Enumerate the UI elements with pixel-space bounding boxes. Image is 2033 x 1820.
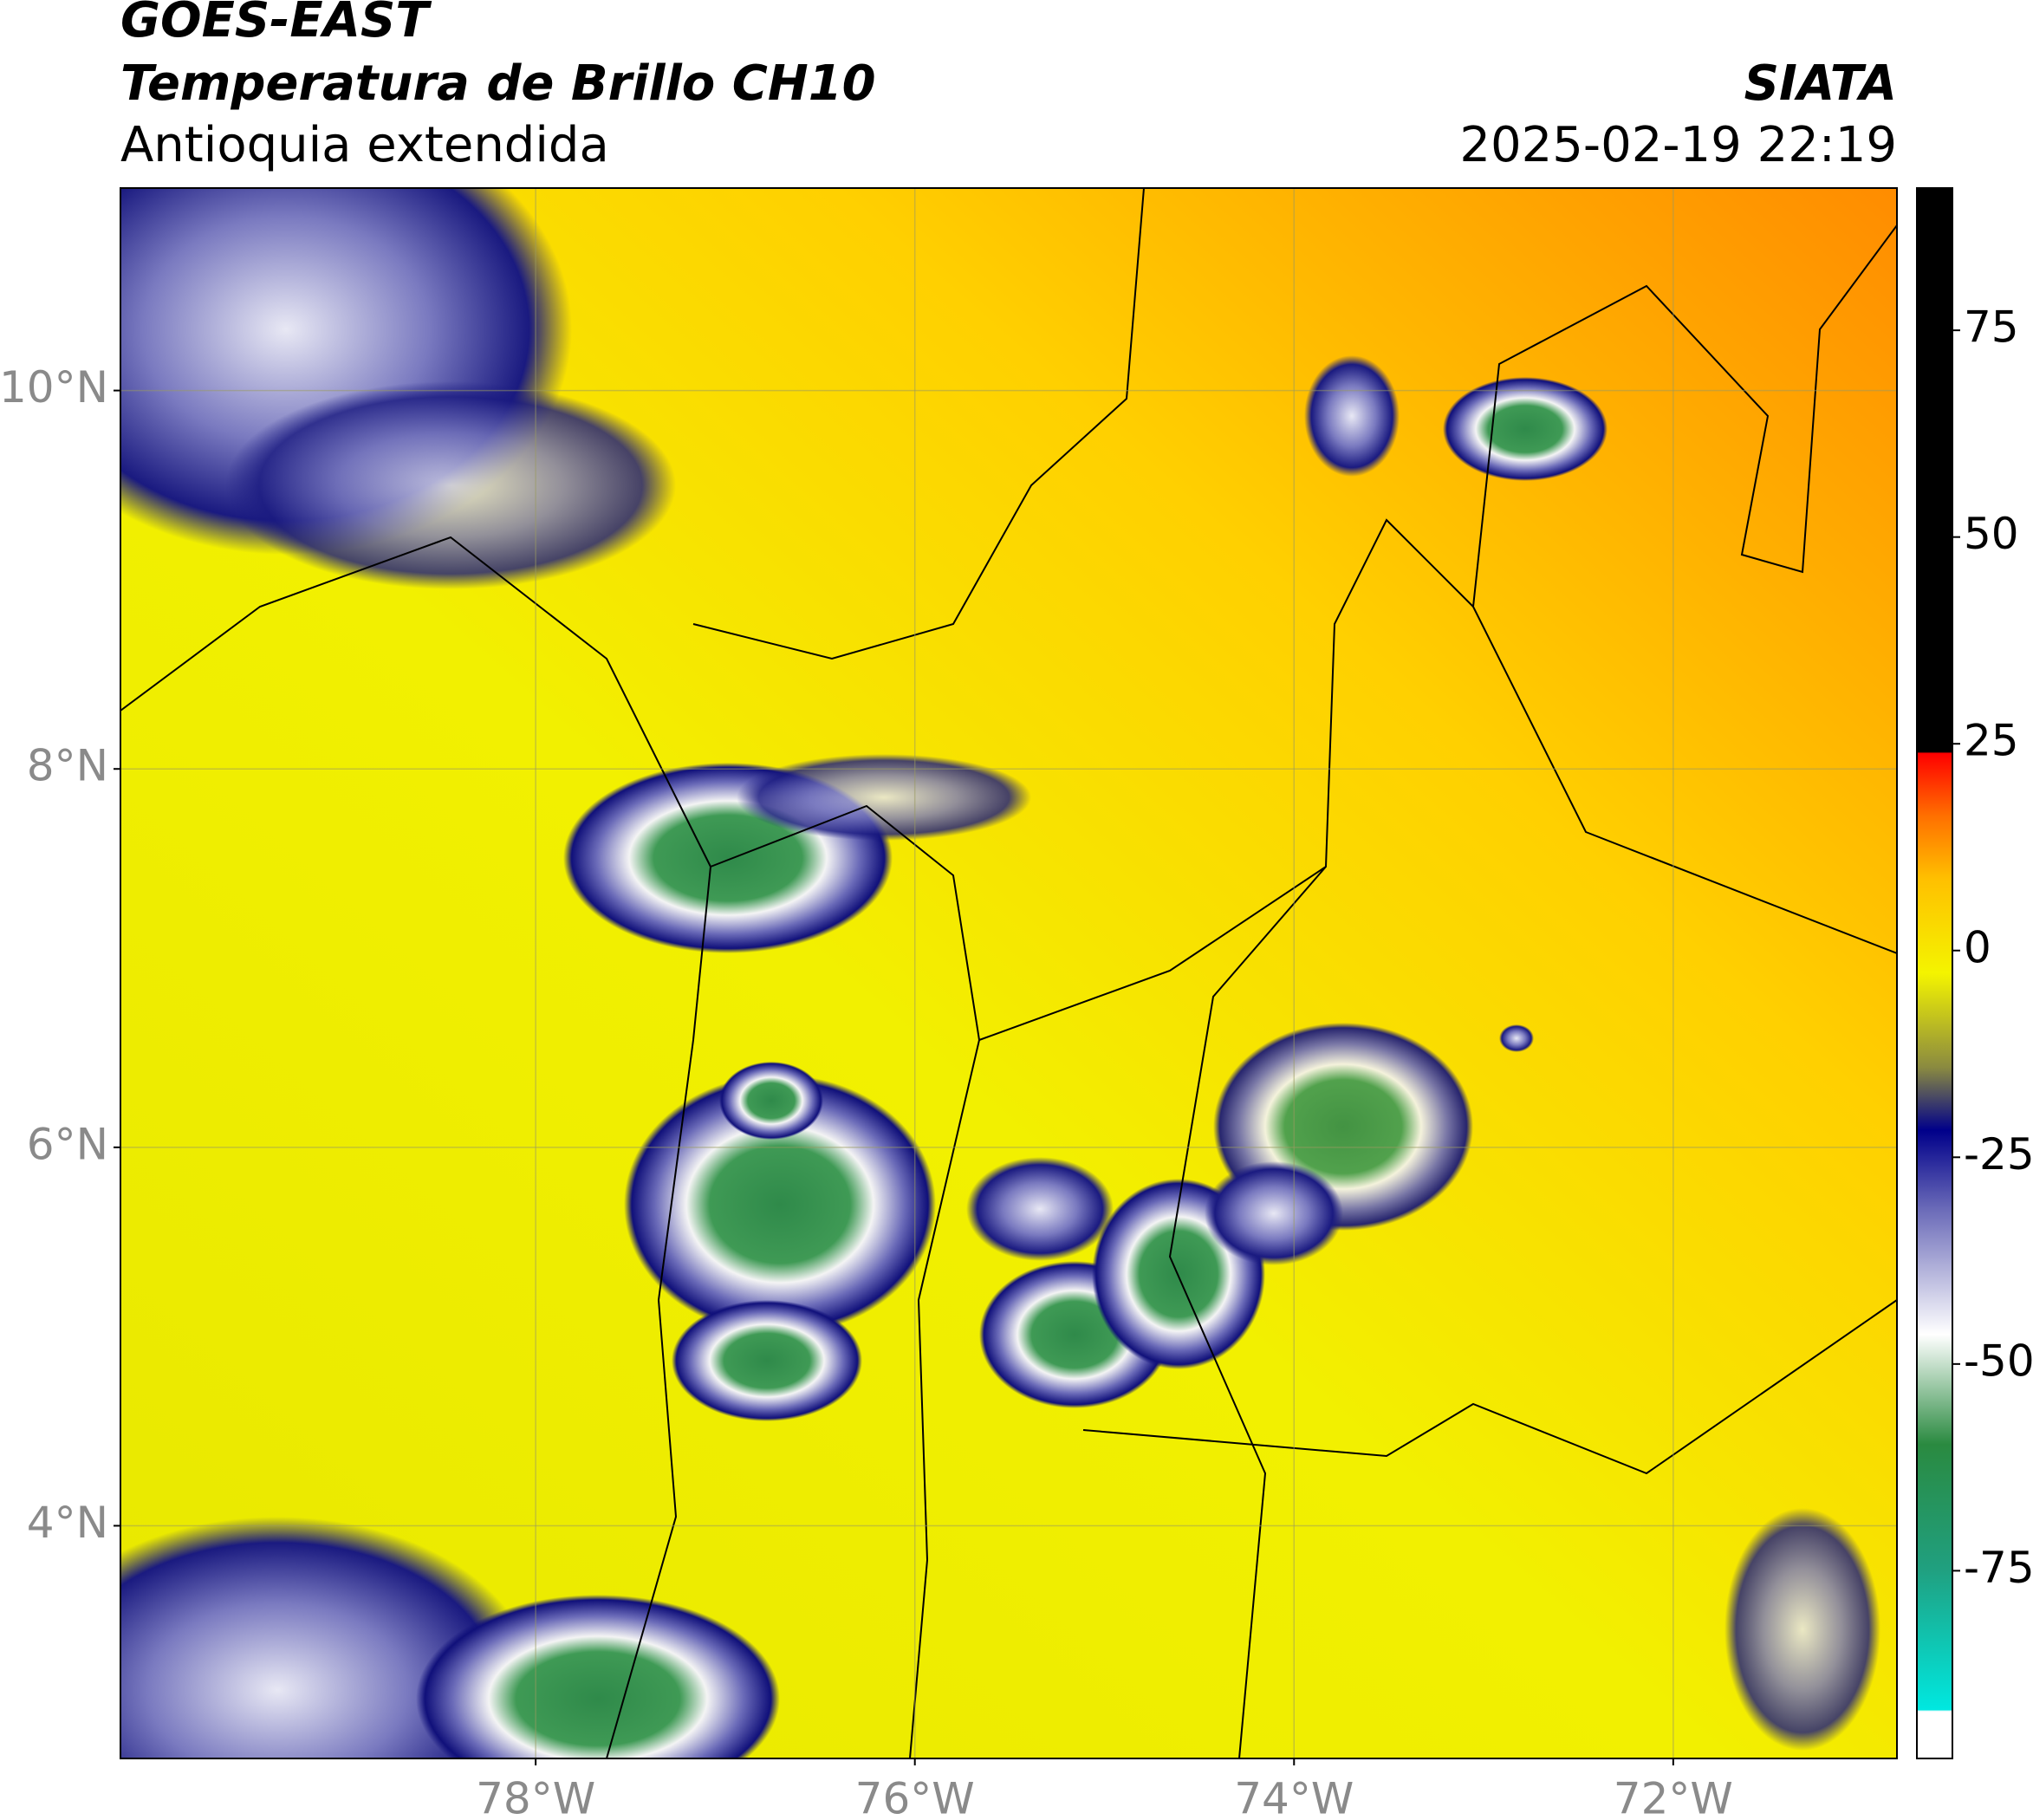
colorbar-tick-label: 75 xyxy=(1964,302,2019,353)
datetime: 2025-02-19 22:19 xyxy=(1459,117,1897,173)
title: GOES-EAST xyxy=(120,0,432,49)
colorbar-tick-label: -50 xyxy=(1964,1336,2033,1386)
colorbar xyxy=(1916,187,1953,1759)
x-tick-label: 76°W xyxy=(855,1774,975,1820)
map-frame xyxy=(120,187,1898,1759)
colorbar-tick-label: -25 xyxy=(1964,1129,2033,1180)
subtitle: Temperatura de Brillo CH10 xyxy=(120,55,876,112)
grid xyxy=(120,188,1897,1758)
x-tick-label: 78°W xyxy=(476,1774,595,1820)
source: SIATA xyxy=(1744,55,1897,112)
y-tick-label: 6°N xyxy=(27,1119,108,1169)
y-tick-label: 8°N xyxy=(27,741,108,791)
colorbar-tick-label: -75 xyxy=(1964,1543,2033,1593)
colorbar-tick-label: 50 xyxy=(1964,509,2019,559)
x-tick-label: 74°W xyxy=(1234,1774,1354,1820)
y-tick-label: 4°N xyxy=(27,1498,108,1548)
region: Antioquia extendida xyxy=(120,117,609,173)
y-tick-label: 10°N xyxy=(0,362,108,413)
colorbar-tick-label: 25 xyxy=(1964,716,2019,766)
colorbar-tick-label: 0 xyxy=(1964,922,1991,972)
x-tick-label: 72°W xyxy=(1614,1774,1733,1820)
map-image xyxy=(120,188,1897,1758)
